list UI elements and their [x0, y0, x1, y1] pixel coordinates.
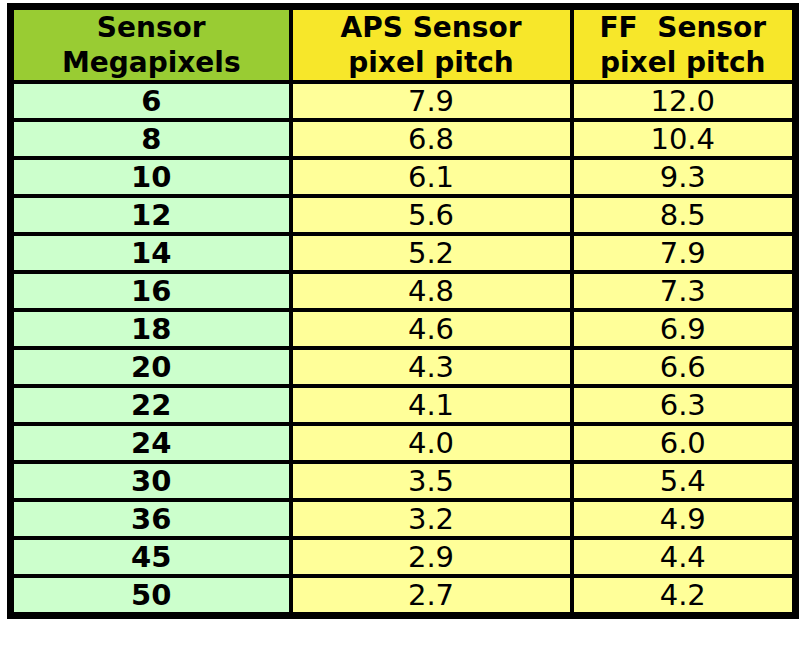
header-sensor-megapixels: Sensor Megapixels — [11, 7, 291, 83]
aps-pitch-cell: 3.5 — [291, 462, 572, 500]
table-row: 14 5.2 7.9 — [11, 234, 796, 272]
table-row: 16 4.8 7.3 — [11, 272, 796, 310]
aps-pitch-cell: 4.1 — [291, 386, 572, 424]
header-line: FF Sensor — [574, 10, 793, 45]
megapixels-cell: 45 — [11, 538, 291, 576]
table-body: 6 7.9 12.0 8 6.8 10.4 10 6.1 9.3 12 5.6 … — [11, 82, 796, 616]
header-line: Megapixels — [14, 45, 289, 80]
aps-pitch-cell: 4.6 — [291, 310, 572, 348]
table-row: 20 4.3 6.6 — [11, 348, 796, 386]
ff-pitch-cell: 4.4 — [572, 538, 796, 576]
ff-pitch-cell: 12.0 — [572, 82, 796, 120]
aps-pitch-cell: 5.6 — [291, 196, 572, 234]
header-line: APS Sensor — [293, 10, 570, 45]
aps-pitch-cell: 6.8 — [291, 120, 572, 158]
ff-pitch-cell: 8.5 — [572, 196, 796, 234]
header-aps-pixel-pitch: APS Sensor pixel pitch — [291, 7, 572, 83]
table-row: 45 2.9 4.4 — [11, 538, 796, 576]
table-row: 30 3.5 5.4 — [11, 462, 796, 500]
table-row: 6 7.9 12.0 — [11, 82, 796, 120]
table-row: 8 6.8 10.4 — [11, 120, 796, 158]
table-row: 18 4.6 6.9 — [11, 310, 796, 348]
ff-pitch-cell: 5.4 — [572, 462, 796, 500]
megapixels-cell: 36 — [11, 500, 291, 538]
aps-pitch-cell: 4.3 — [291, 348, 572, 386]
table-row: 36 3.2 4.9 — [11, 500, 796, 538]
page: Sensor Megapixels APS Sensor pixel pitch… — [0, 0, 806, 619]
ff-pitch-cell: 10.4 — [572, 120, 796, 158]
pixel-pitch-table: Sensor Megapixels APS Sensor pixel pitch… — [7, 3, 799, 619]
table-row: 10 6.1 9.3 — [11, 158, 796, 196]
megapixels-cell: 8 — [11, 120, 291, 158]
header-row: Sensor Megapixels APS Sensor pixel pitch… — [11, 7, 796, 83]
header-line: pixel pitch — [574, 45, 793, 80]
table-row: 50 2.7 4.2 — [11, 576, 796, 616]
ff-pitch-cell: 6.3 — [572, 386, 796, 424]
aps-pitch-cell: 2.7 — [291, 576, 572, 616]
aps-pitch-cell: 5.2 — [291, 234, 572, 272]
ff-pitch-cell: 4.9 — [572, 500, 796, 538]
header-line: Sensor — [14, 10, 289, 45]
ff-pitch-cell: 7.3 — [572, 272, 796, 310]
header-line: pixel pitch — [293, 45, 570, 80]
ff-pitch-cell: 6.6 — [572, 348, 796, 386]
megapixels-cell: 22 — [11, 386, 291, 424]
megapixels-cell: 16 — [11, 272, 291, 310]
megapixels-cell: 18 — [11, 310, 291, 348]
table-row: 24 4.0 6.0 — [11, 424, 796, 462]
megapixels-cell: 12 — [11, 196, 291, 234]
aps-pitch-cell: 4.0 — [291, 424, 572, 462]
megapixels-cell: 10 — [11, 158, 291, 196]
ff-pitch-cell: 6.9 — [572, 310, 796, 348]
aps-pitch-cell: 6.1 — [291, 158, 572, 196]
ff-pitch-cell: 7.9 — [572, 234, 796, 272]
table-row: 12 5.6 8.5 — [11, 196, 796, 234]
header-ff-pixel-pitch: FF Sensor pixel pitch — [572, 7, 796, 83]
megapixels-cell: 24 — [11, 424, 291, 462]
megapixels-cell: 6 — [11, 82, 291, 120]
ff-pitch-cell: 9.3 — [572, 158, 796, 196]
megapixels-cell: 20 — [11, 348, 291, 386]
megapixels-cell: 30 — [11, 462, 291, 500]
megapixels-cell: 14 — [11, 234, 291, 272]
aps-pitch-cell: 3.2 — [291, 500, 572, 538]
ff-pitch-cell: 4.2 — [572, 576, 796, 616]
aps-pitch-cell: 4.8 — [291, 272, 572, 310]
ff-pitch-cell: 6.0 — [572, 424, 796, 462]
table-row: 22 4.1 6.3 — [11, 386, 796, 424]
aps-pitch-cell: 2.9 — [291, 538, 572, 576]
megapixels-cell: 50 — [11, 576, 291, 616]
aps-pitch-cell: 7.9 — [291, 82, 572, 120]
